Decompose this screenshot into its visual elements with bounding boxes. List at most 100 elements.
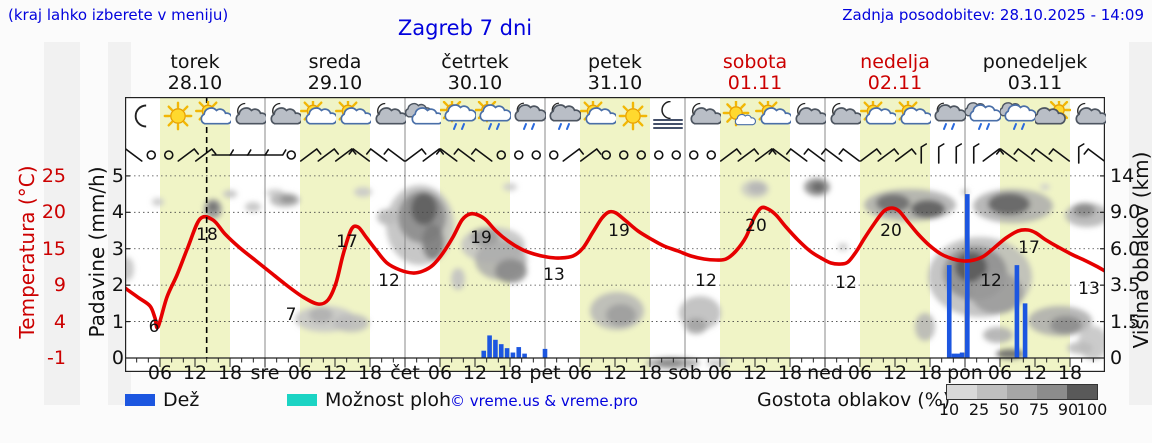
rain-bar (493, 339, 498, 358)
svg-text:17: 17 (336, 232, 358, 252)
rain-drops-icon (452, 123, 465, 130)
time-label-11: pet (529, 362, 561, 384)
weather-icon-moon-gcloud (685, 101, 721, 133)
temperature-curve (125, 205, 1105, 330)
weather-icon-moon-gcloud (265, 101, 301, 133)
day-date: 02.11 (867, 72, 923, 94)
day-date: 01.11 (727, 72, 783, 94)
temp-tick-20: 20 (41, 201, 66, 223)
wind-barbs-row (125, 143, 1105, 164)
rain-drops-icon (522, 123, 535, 130)
time-label-21: 12 (882, 362, 908, 384)
rain-bar (504, 348, 510, 358)
cloud-icon (899, 107, 931, 125)
cloud-density-shading (125, 178, 1105, 369)
precip-tick-2: 2 (111, 274, 124, 296)
density-segment (977, 385, 1007, 399)
cloud-icon (478, 104, 511, 122)
weather-icon-sun-cloud (894, 101, 931, 133)
day-header-sreda: sreda 29.10 (265, 52, 405, 94)
temp-tick-9: 9 (53, 274, 66, 296)
cloud-icon (968, 104, 1001, 122)
rain-drops-icon (557, 123, 570, 130)
rain-bar (955, 353, 961, 358)
rain-drops-icon (942, 123, 955, 130)
weather-icon-moon-gcloud-rain (930, 101, 966, 133)
moon-icon (134, 104, 146, 128)
weather-icon-moon-gcloud-rain (545, 101, 581, 133)
temp-tick--1: -1 (47, 347, 66, 369)
precipitation-bars (481, 194, 1028, 358)
precip-tick-5: 5 (111, 165, 124, 187)
cloud-icon (689, 107, 721, 125)
sun-icon (618, 101, 647, 131)
cloud-icon (1074, 107, 1106, 125)
temp-tick-4: 4 (53, 311, 66, 333)
cloud-tick-9.0: 9.0 (1110, 201, 1141, 223)
cloud-icon (864, 107, 896, 125)
cloud-icon (829, 107, 861, 125)
weather-icon-sun-cloud (579, 101, 616, 133)
precip-tick-4: 4 (111, 201, 124, 223)
time-label-19: ned (807, 362, 843, 384)
time-label-23: pon (947, 362, 983, 384)
cloud-icon (410, 107, 441, 125)
day-name: sreda (308, 51, 362, 73)
time-label-0: 06 (147, 362, 173, 384)
svg-text:13: 13 (1078, 279, 1100, 299)
weather-icon-moon-gcloud (825, 101, 861, 133)
moon-icon (660, 101, 671, 120)
rain-bar (487, 335, 492, 358)
svg-text:7: 7 (286, 305, 297, 325)
cloud-icon (304, 107, 336, 125)
weather-icon-moon (125, 101, 161, 133)
day-header-sobota: sobota 01.11 (685, 52, 825, 94)
svg-text:20: 20 (745, 216, 767, 236)
time-label-9: 12 (462, 362, 488, 384)
cloud-icon (1034, 107, 1066, 125)
weather-icons-row (125, 99, 1106, 143)
weather-icon-sun-cloud (194, 101, 231, 133)
time-label-25: 12 (1022, 362, 1048, 384)
rain-bar (510, 352, 516, 358)
svg-text:13: 13 (543, 265, 565, 285)
rain-legend-label: Dež (163, 389, 200, 411)
weather-icon-moon-gcloud (370, 101, 406, 133)
day-header-petek: petek 31.10 (545, 52, 685, 94)
daylight-band (160, 97, 230, 372)
day-date: 31.10 (587, 72, 643, 94)
svg-text:12: 12 (695, 271, 717, 291)
weather-icon-clouds-rain (964, 101, 1001, 133)
cloud-icon (339, 107, 371, 125)
day-name: sobota (722, 51, 788, 73)
rain-bar (965, 194, 970, 358)
time-label-13: 12 (602, 362, 628, 384)
showers-legend-label: Možnost ploh (325, 389, 452, 411)
weather-icon-sun-cloud (299, 101, 336, 133)
density-tick-75: 75 (1028, 400, 1050, 419)
density-tick-50: 50 (998, 400, 1020, 419)
cloud-tick-14: 14 (1110, 165, 1135, 187)
day-header-torek: torek 28.10 (125, 52, 265, 94)
cloud-icon (374, 107, 406, 125)
time-label-3: sre (250, 362, 280, 384)
weather-icon-sun-gcloud (1034, 101, 1071, 133)
time-label-24: 06 (987, 362, 1013, 384)
menu-hint: (kraj lahko izberete v meniju) (8, 6, 229, 24)
svg-text:20: 20 (880, 221, 902, 241)
rain-bar (959, 352, 965, 358)
cloud-tick-0: 0 (1110, 347, 1123, 369)
precip-tick-0: 0 (111, 347, 124, 369)
copyright-text: © vreme.us & vreme.pro (450, 392, 638, 410)
cloud-density-legend-label: Gostota oblakov (%) (757, 389, 951, 411)
time-label-20: 06 (847, 362, 873, 384)
cloud-icon (443, 104, 476, 122)
cloud-icon (513, 104, 546, 122)
cloud-density-colorbar (946, 384, 1098, 400)
time-label-10: 18 (497, 362, 523, 384)
svg-text:6: 6 (149, 317, 160, 337)
weather-icon-sun (615, 101, 651, 133)
weather-icon-moon-gcloud (1070, 101, 1106, 133)
day-name: četrtek (441, 51, 509, 73)
